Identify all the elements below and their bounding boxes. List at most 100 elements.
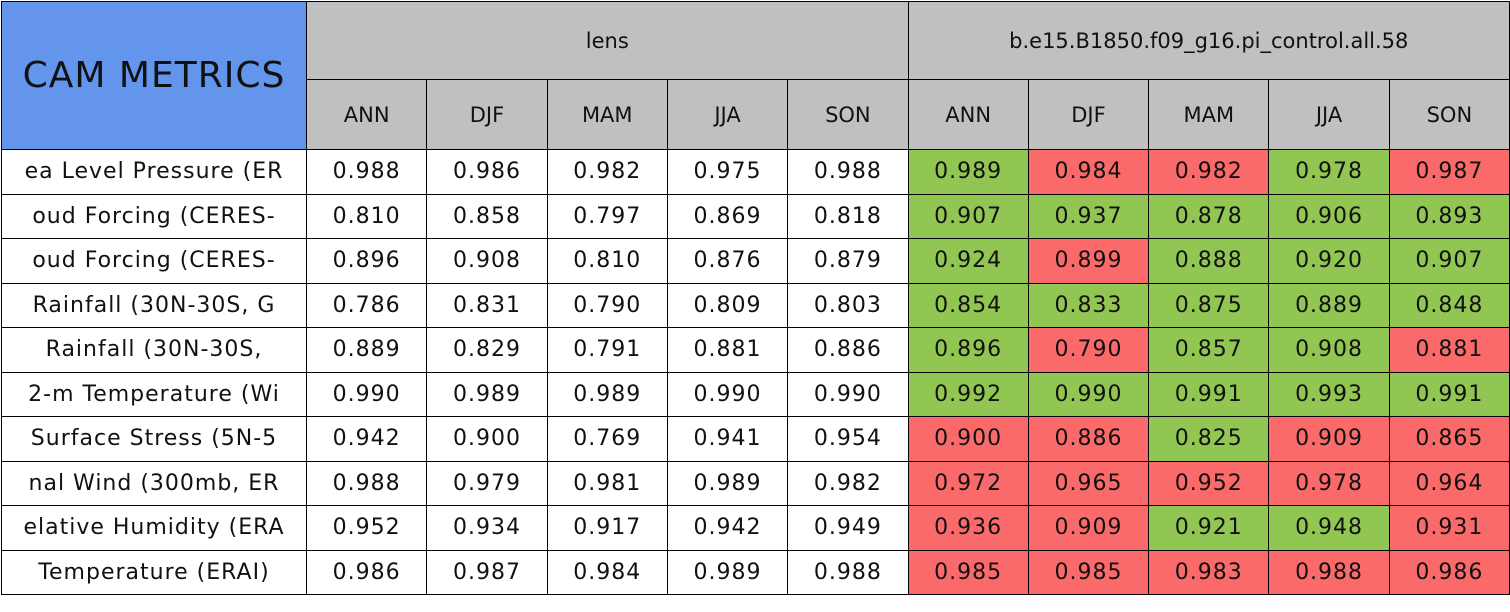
value-cell: 0.988 bbox=[787, 549, 909, 595]
value-cell: 0.979 bbox=[426, 460, 548, 506]
season-header: JJA bbox=[1268, 79, 1390, 150]
value-cell: 0.986 bbox=[305, 549, 428, 595]
season-header: SON bbox=[1388, 79, 1510, 150]
value-cell: 0.917 bbox=[546, 505, 668, 551]
value-cell: 0.942 bbox=[666, 505, 789, 551]
value-cell: 0.889 bbox=[305, 327, 428, 373]
value-cell: 0.934 bbox=[426, 505, 548, 551]
value-cell: 0.790 bbox=[1027, 327, 1150, 373]
row-label: nal Wind (300mb, ER bbox=[1, 460, 307, 506]
value-cell: 0.881 bbox=[666, 327, 789, 373]
value-cell: 0.924 bbox=[907, 238, 1029, 284]
value-cell: 0.993 bbox=[1268, 371, 1390, 417]
value-cell: 0.982 bbox=[546, 149, 668, 195]
value-cell: 0.949 bbox=[787, 505, 909, 551]
row-label: Surface Stress (5N-5 bbox=[1, 416, 307, 462]
season-header: MAM bbox=[546, 79, 668, 150]
value-cell: 0.985 bbox=[907, 549, 1029, 595]
row-label: oud Forcing (CERES- bbox=[1, 238, 307, 284]
data-row: ea Level Pressure (ER 0.988 0.986 0.982 0.97… bbox=[1, 149, 1510, 195]
value-cell: 0.992 bbox=[907, 371, 1029, 417]
value-cell: 0.878 bbox=[1148, 193, 1270, 239]
row-label: 2-m Temperature (Wi bbox=[1, 371, 307, 417]
value-cell: 0.803 bbox=[787, 282, 909, 328]
value-cell: 0.988 bbox=[305, 149, 428, 195]
value-cell: 0.869 bbox=[666, 193, 789, 239]
value-cell: 0.790 bbox=[546, 282, 668, 328]
value-cell: 0.810 bbox=[305, 193, 428, 239]
value-cell: 0.989 bbox=[426, 371, 548, 417]
value-cell: 0.965 bbox=[1027, 460, 1150, 506]
value-cell: 0.888 bbox=[1148, 238, 1270, 284]
value-cell: 0.879 bbox=[787, 238, 909, 284]
value-cell: 0.865 bbox=[1388, 416, 1510, 462]
row-label: Rainfall (30N-30S, G bbox=[1, 282, 307, 328]
value-cell: 0.908 bbox=[426, 238, 548, 284]
value-cell: 0.786 bbox=[305, 282, 428, 328]
value-cell: 0.990 bbox=[787, 371, 909, 417]
value-cell: 0.899 bbox=[1027, 238, 1150, 284]
season-header: ANN bbox=[305, 79, 428, 150]
value-cell: 0.948 bbox=[1268, 505, 1390, 551]
value-cell: 0.987 bbox=[1388, 149, 1510, 195]
value-cell: 0.886 bbox=[1027, 416, 1150, 462]
value-cell: 0.831 bbox=[426, 282, 548, 328]
value-cell: 0.982 bbox=[787, 460, 909, 506]
value-cell: 0.941 bbox=[666, 416, 789, 462]
value-cell: 0.989 bbox=[546, 371, 668, 417]
value-cell: 0.854 bbox=[907, 282, 1029, 328]
value-cell: 0.858 bbox=[426, 193, 548, 239]
value-cell: 0.857 bbox=[1148, 327, 1270, 373]
value-cell: 0.987 bbox=[426, 549, 548, 595]
season-header: DJF bbox=[426, 79, 548, 150]
value-cell: 0.942 bbox=[305, 416, 428, 462]
data-row: oud Forcing (CERES- 0.896 0.908 0.810 0.876 0… bbox=[1, 238, 1510, 284]
value-cell: 0.896 bbox=[907, 327, 1029, 373]
value-cell: 0.920 bbox=[1268, 238, 1390, 284]
value-cell: 0.978 bbox=[1268, 460, 1390, 506]
value-cell: 0.810 bbox=[546, 238, 668, 284]
value-cell: 0.975 bbox=[666, 149, 789, 195]
value-cell: 0.893 bbox=[1388, 193, 1510, 239]
value-cell: 0.875 bbox=[1148, 282, 1270, 328]
season-header: MAM bbox=[1148, 79, 1270, 150]
group-header-row: CAM METRICS lens b.e15.B1850.f09_g16.pi_co… bbox=[1, 1, 1510, 150]
data-row: Rainfall (30N-30S, G 0.786 0.831 0.790 0.809… bbox=[1, 282, 1510, 328]
value-cell: 0.921 bbox=[1148, 505, 1270, 551]
value-cell: 0.990 bbox=[305, 371, 428, 417]
value-cell: 0.989 bbox=[666, 460, 789, 506]
value-cell: 0.900 bbox=[426, 416, 548, 462]
data-row: Rainfall (30N-30S, 0.889 0.829 0.791 0.881 0.… bbox=[1, 327, 1510, 373]
data-row: elative Humidity (ERA 0.952 0.934 0.917 0.94… bbox=[1, 505, 1510, 551]
value-cell: 0.985 bbox=[1027, 549, 1150, 595]
value-cell: 0.964 bbox=[1388, 460, 1510, 506]
value-cell: 0.909 bbox=[1027, 505, 1150, 551]
value-cell: 0.990 bbox=[666, 371, 789, 417]
value-cell: 0.937 bbox=[1027, 193, 1150, 239]
season-header: JJA bbox=[666, 79, 789, 150]
value-cell: 0.908 bbox=[1268, 327, 1390, 373]
season-header: ANN bbox=[907, 79, 1029, 150]
value-cell: 0.986 bbox=[426, 149, 548, 195]
value-cell: 0.848 bbox=[1388, 282, 1510, 328]
value-cell: 0.984 bbox=[546, 549, 668, 595]
metrics-table: CAM METRICS lens b.e15.B1850.f09_g16.pi_co… bbox=[1, 1, 1510, 595]
season-header: DJF bbox=[1027, 79, 1150, 150]
value-cell: 0.989 bbox=[666, 549, 789, 595]
data-row: Surface Stress (5N-5 0.942 0.900 0.769 0.941… bbox=[1, 416, 1510, 462]
row-label: Temperature (ERAI) bbox=[1, 549, 307, 595]
value-cell: 0.931 bbox=[1388, 505, 1510, 551]
value-cell: 0.988 bbox=[787, 149, 909, 195]
value-cell: 0.972 bbox=[907, 460, 1029, 506]
value-cell: 0.791 bbox=[546, 327, 668, 373]
value-cell: 0.896 bbox=[305, 238, 428, 284]
season-header: SON bbox=[787, 79, 909, 150]
row-label: oud Forcing (CERES- bbox=[1, 193, 307, 239]
data-row: Temperature (ERAI) 0.986 0.987 0.984 0.989 0.… bbox=[1, 549, 1510, 595]
value-cell: 0.829 bbox=[426, 327, 548, 373]
row-label: Rainfall (30N-30S, bbox=[1, 327, 307, 373]
data-row: oud Forcing (CERES- 0.810 0.858 0.797 0.869 0… bbox=[1, 193, 1510, 239]
value-cell: 0.909 bbox=[1268, 416, 1390, 462]
value-cell: 0.906 bbox=[1268, 193, 1390, 239]
